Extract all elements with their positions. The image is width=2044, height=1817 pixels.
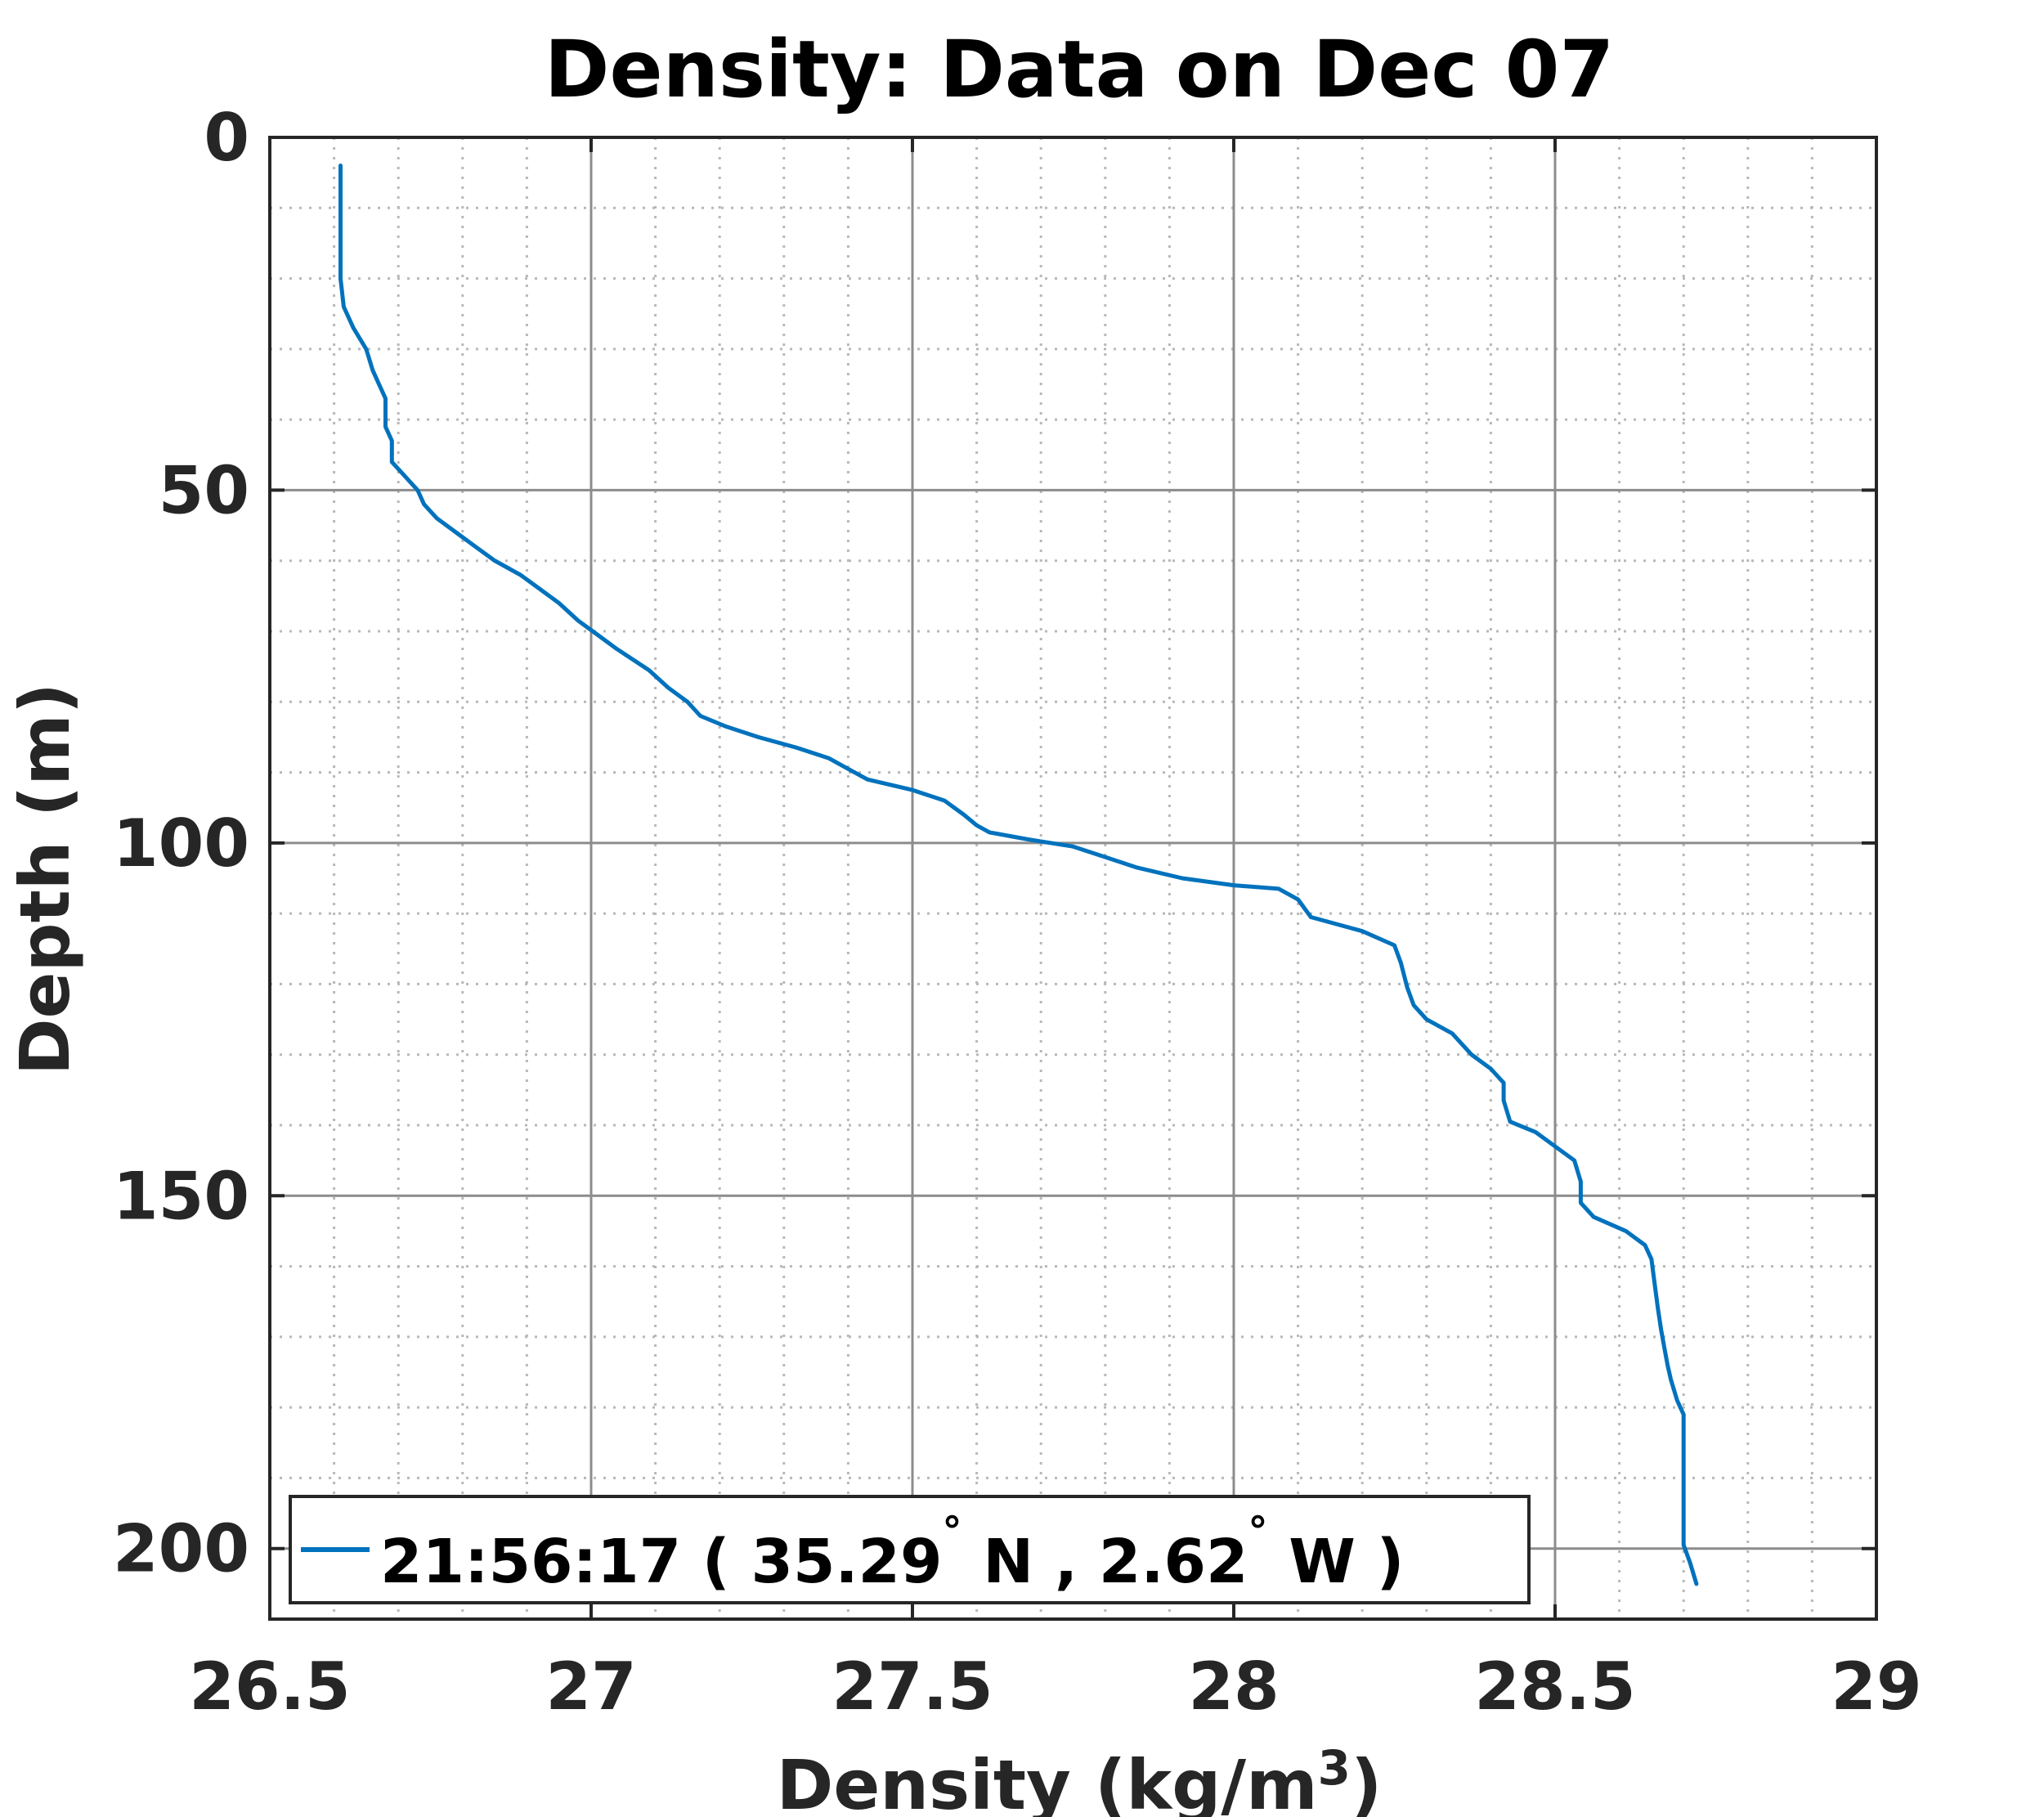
- legend-label-end: W ): [1267, 1527, 1404, 1597]
- legend-entry-label: 21:56:17 ( 35.29° N , 2.62° W ): [380, 1509, 1404, 1597]
- legend-degree-symbol-lat: °: [943, 1509, 962, 1555]
- y-tick-label: 200: [113, 1511, 249, 1587]
- plot-frame: [268, 136, 1878, 1621]
- x-tick-label: 27.5: [831, 1649, 993, 1725]
- x-tick-label: 27: [545, 1649, 636, 1725]
- tick-marks: [268, 136, 1878, 1619]
- minor-grid: [270, 137, 1876, 1619]
- x-axis-label: Density (kg/m3): [777, 1740, 1383, 1817]
- x-tick-label: 28.5: [1474, 1649, 1635, 1725]
- legend-box: [289, 1495, 1531, 1604]
- density-profile-line: [338, 164, 1699, 1586]
- legend-label-time-lat: 21:56:17 ( 35.29: [380, 1527, 943, 1597]
- series-layer: [338, 164, 1699, 1586]
- x-tick-labels: 26.5 27 27.5 28 28.5 29: [189, 1649, 1921, 1725]
- y-tick-label: 100: [113, 805, 249, 882]
- y-tick-labels: 0 50 100 150 200: [113, 100, 249, 1587]
- x-axis-label-suffix: ): [1351, 1745, 1382, 1817]
- legend-degree-symbol-lon: °: [1248, 1509, 1267, 1555]
- legend: 21:56:17 ( 35.29° N , 2.62° W ): [289, 1495, 1531, 1604]
- x-tick-label: 28: [1188, 1649, 1279, 1725]
- y-tick-label: 0: [204, 100, 249, 176]
- plot-area: [270, 137, 1876, 1619]
- legend-label-lon: N , 2.62: [962, 1527, 1248, 1597]
- x-axis-label-main: Density (kg/m: [777, 1745, 1318, 1817]
- y-axis-label: Depth (m): [5, 683, 85, 1075]
- y-tick-label: 150: [113, 1158, 249, 1234]
- x-axis-label-superscript: 3: [1318, 1740, 1351, 1796]
- chart-title: Density: Data on Dec 07: [545, 24, 1614, 115]
- y-tick-label: 50: [159, 452, 249, 528]
- x-tick-label: 29: [1831, 1649, 1921, 1725]
- x-tick-label: 26.5: [189, 1649, 350, 1725]
